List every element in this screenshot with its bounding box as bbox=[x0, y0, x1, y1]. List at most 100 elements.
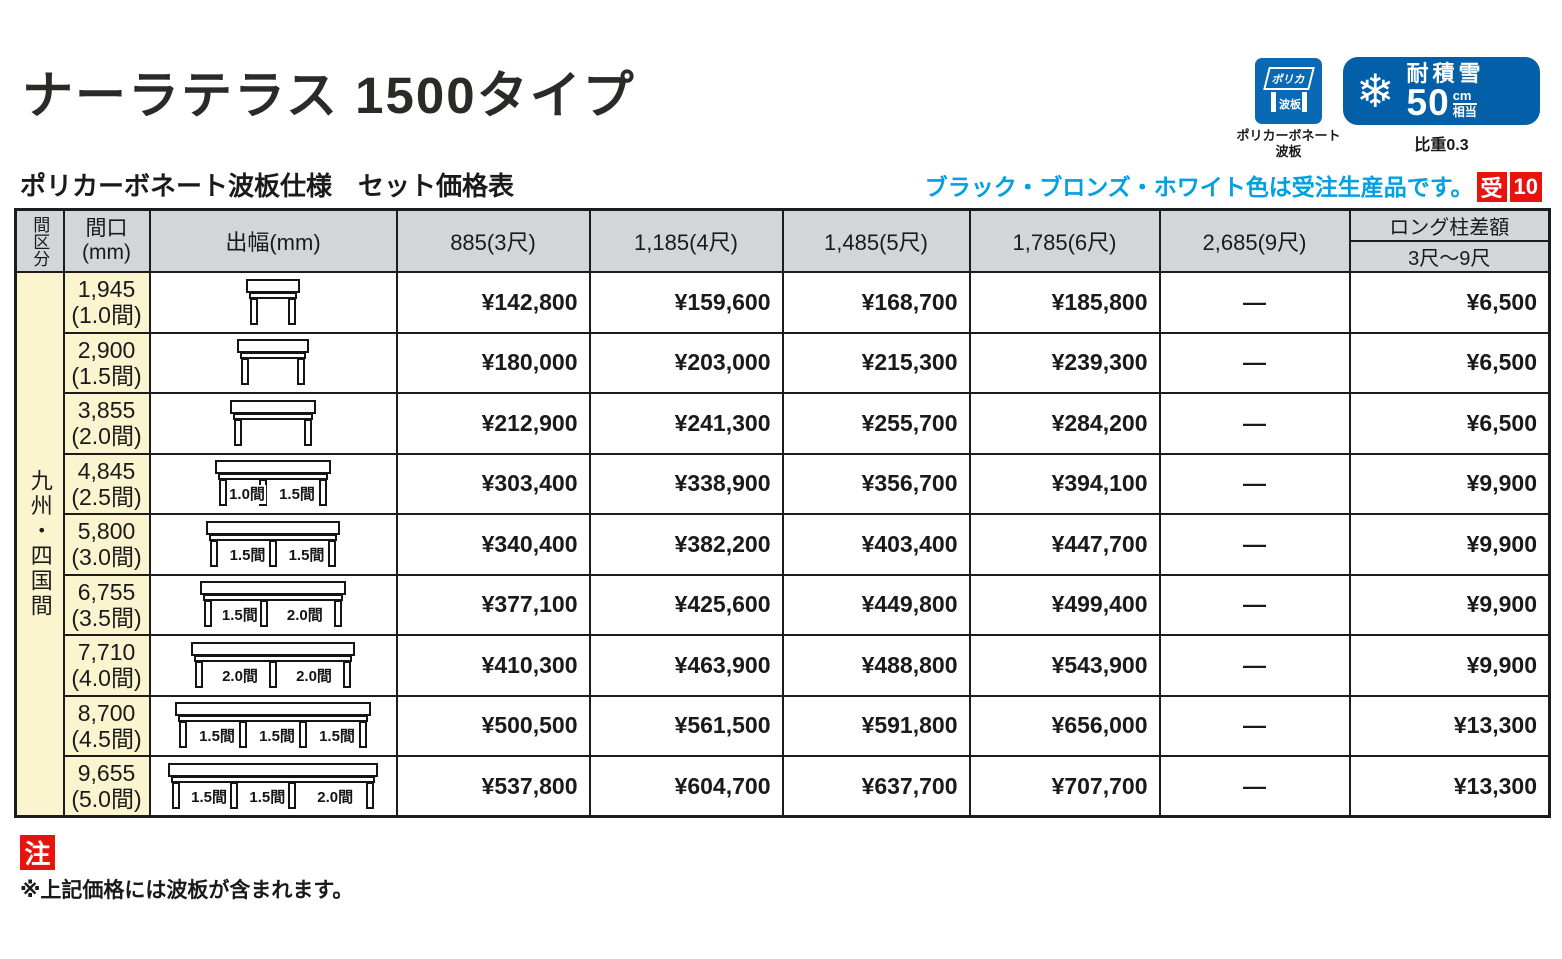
maguchi-cell: 9,655 (5.0間) bbox=[62, 755, 151, 818]
price-cell: ¥425,600 bbox=[588, 573, 784, 636]
region-label-cell: 九州・四国間 bbox=[14, 271, 65, 818]
span-length-label: 2.0間 bbox=[285, 606, 324, 626]
diagram-leg bbox=[195, 660, 203, 688]
maguchi-cell: 6,755 (3.5間) bbox=[62, 573, 151, 636]
lead-time-badge: 10 bbox=[1509, 172, 1542, 202]
diagram-leg bbox=[250, 297, 258, 325]
diagram-leg bbox=[234, 418, 242, 446]
diagram-leg bbox=[297, 358, 305, 386]
price-cell: ¥403,400 bbox=[781, 513, 971, 576]
diagram-eave bbox=[240, 352, 306, 360]
span-length-label: 2.0間 bbox=[316, 787, 355, 807]
price-cell: — bbox=[1158, 573, 1351, 636]
terrace-diagram bbox=[246, 278, 300, 326]
maguchi-cell: 2,900 (1.5間) bbox=[62, 331, 151, 394]
span-length-label: 2.0間 bbox=[221, 666, 259, 686]
diagram-roof bbox=[206, 520, 340, 535]
span-diagram-cell bbox=[148, 331, 398, 394]
diagram-leg bbox=[172, 781, 180, 809]
price-cell: ¥707,700 bbox=[968, 755, 1161, 818]
span-length-label: 1.5間 bbox=[220, 606, 259, 626]
span-length-label: 1.5間 bbox=[198, 727, 236, 747]
price-cell: ¥637,700 bbox=[781, 755, 971, 818]
long-pillar-diff-cell: ¥13,300 bbox=[1348, 694, 1551, 757]
price-cell: ¥656,000 bbox=[968, 694, 1161, 757]
diagram-roof bbox=[200, 581, 346, 596]
price-cell: ¥142,800 bbox=[395, 271, 591, 334]
table-row: 3,855 (2.0間) ¥212,900 ¥241,300 ¥255,700 ¥284,… bbox=[16, 392, 1551, 455]
diagram-leg bbox=[269, 539, 277, 567]
diagram-leg bbox=[239, 721, 247, 749]
long-pillar-diff-cell: ¥9,900 bbox=[1348, 573, 1551, 636]
price-cell: — bbox=[1158, 271, 1351, 334]
diagram-leg bbox=[304, 418, 312, 446]
col-header-5: 1,485(5尺) bbox=[781, 208, 971, 273]
snow-load-badge: ❄ 耐積雪 50 cm 相当 bbox=[1343, 57, 1540, 125]
table-row: 2,900 (1.5間) ¥180,000 ¥203,000 ¥215,300 ¥239,… bbox=[16, 331, 1551, 394]
table-row: 8,700 (4.5間) 1.5間 1.5間 1.5間 ¥500,500 ¥561,500 ¥… bbox=[16, 694, 1551, 757]
price-cell: ¥338,900 bbox=[588, 452, 784, 515]
diagram-roof bbox=[237, 339, 309, 354]
price-cell: ¥284,200 bbox=[968, 392, 1161, 455]
price-cell: ¥303,400 bbox=[395, 452, 591, 515]
table-row: 九州・四国間 1,945 (1.0間) ¥142,800 ¥159,600 ¥168,70… bbox=[14, 271, 1551, 818]
long-pillar-diff-cell: ¥9,900 bbox=[1348, 452, 1551, 515]
price-cell: — bbox=[1158, 694, 1351, 757]
page-title: ナーラテラス 1500タイプ bbox=[22, 67, 636, 124]
snow-load-equivalent: 相当 bbox=[1452, 104, 1477, 119]
span-length-label: 1.5間 bbox=[287, 545, 326, 565]
span-diagram-cell: 1.5間 1.5間 1.5間 bbox=[148, 694, 398, 757]
price-cell: ¥180,000 bbox=[395, 331, 591, 394]
price-cell: ¥561,500 bbox=[588, 694, 784, 757]
diagram-leg bbox=[366, 781, 374, 809]
long-pillar-diff-cell: ¥6,500 bbox=[1348, 392, 1551, 455]
span-length-label: 1.5間 bbox=[318, 727, 356, 747]
diagram-eave bbox=[203, 594, 343, 602]
diagram-eave bbox=[218, 473, 328, 481]
diagram-leg bbox=[299, 721, 307, 749]
price-cell: ¥159,600 bbox=[588, 271, 784, 334]
diagram-roof bbox=[175, 702, 371, 717]
long-pillar-diff-cell: ¥9,900 bbox=[1348, 634, 1551, 697]
diagram-leg bbox=[269, 660, 277, 688]
diagram-leg bbox=[241, 358, 249, 386]
diagram-leg bbox=[288, 297, 296, 325]
terrace-diagram: 1.5間 2.0間 bbox=[200, 581, 346, 628]
price-cell: — bbox=[1158, 392, 1351, 455]
price-cell: ¥447,700 bbox=[968, 513, 1161, 576]
span-length-label: 1.5間 bbox=[278, 485, 316, 505]
diagram-leg bbox=[219, 479, 227, 507]
long-pillar-range-label: 3尺〜9尺 bbox=[1408, 248, 1491, 270]
snow-load-label: 耐積雪 bbox=[1406, 61, 1485, 86]
diagram-roof bbox=[168, 762, 378, 777]
price-table: 間区分 間口 (mm) 出幅(mm) 885(3尺) 1,185(4尺) 1,485(5尺)… bbox=[14, 208, 1551, 818]
span-diagram-cell: 2.0間 2.0間 bbox=[148, 634, 398, 697]
terrace-leg-icon bbox=[1271, 92, 1276, 112]
price-cell: ¥394,100 bbox=[968, 452, 1161, 515]
span-diagram-cell: 1.5間 1.5間 bbox=[148, 513, 398, 576]
terrace-diagram bbox=[230, 399, 316, 447]
span-length-label: 1.5間 bbox=[190, 787, 229, 807]
long-pillar-diff-cell: ¥6,500 bbox=[1348, 271, 1551, 334]
terrace-roof-icon: ポリカ bbox=[1263, 67, 1315, 90]
maguchi-cell: 1,945 (1.0間) bbox=[62, 271, 151, 334]
price-cell: ¥203,000 bbox=[588, 331, 784, 394]
span-length-label: 1.5間 bbox=[258, 727, 296, 747]
price-cell: ¥377,100 bbox=[395, 573, 591, 636]
price-cell: — bbox=[1158, 634, 1351, 697]
price-cell: ¥215,300 bbox=[781, 331, 971, 394]
price-cell: ¥543,900 bbox=[968, 634, 1161, 697]
accept-order-badge: 受 bbox=[1476, 172, 1507, 202]
diagram-leg bbox=[230, 781, 239, 809]
terrace-diagram bbox=[237, 339, 309, 386]
diagram-leg bbox=[259, 600, 268, 628]
price-cell: — bbox=[1158, 755, 1351, 818]
diagram-leg bbox=[319, 479, 327, 507]
price-cell: ¥604,700 bbox=[588, 755, 784, 818]
price-cell: ¥382,200 bbox=[588, 513, 784, 576]
terrace-wave-label: 波板 bbox=[1279, 99, 1301, 111]
maguchi-cell: 4,845 (2.5間) bbox=[62, 452, 151, 515]
diagram-roof bbox=[191, 641, 355, 656]
span-diagram-cell: 1.5間 1.5間 2.0間 bbox=[148, 755, 398, 818]
made-to-order-text: ブラック・ブロンズ・ホワイト色は受注生産品です。 bbox=[924, 174, 1474, 200]
